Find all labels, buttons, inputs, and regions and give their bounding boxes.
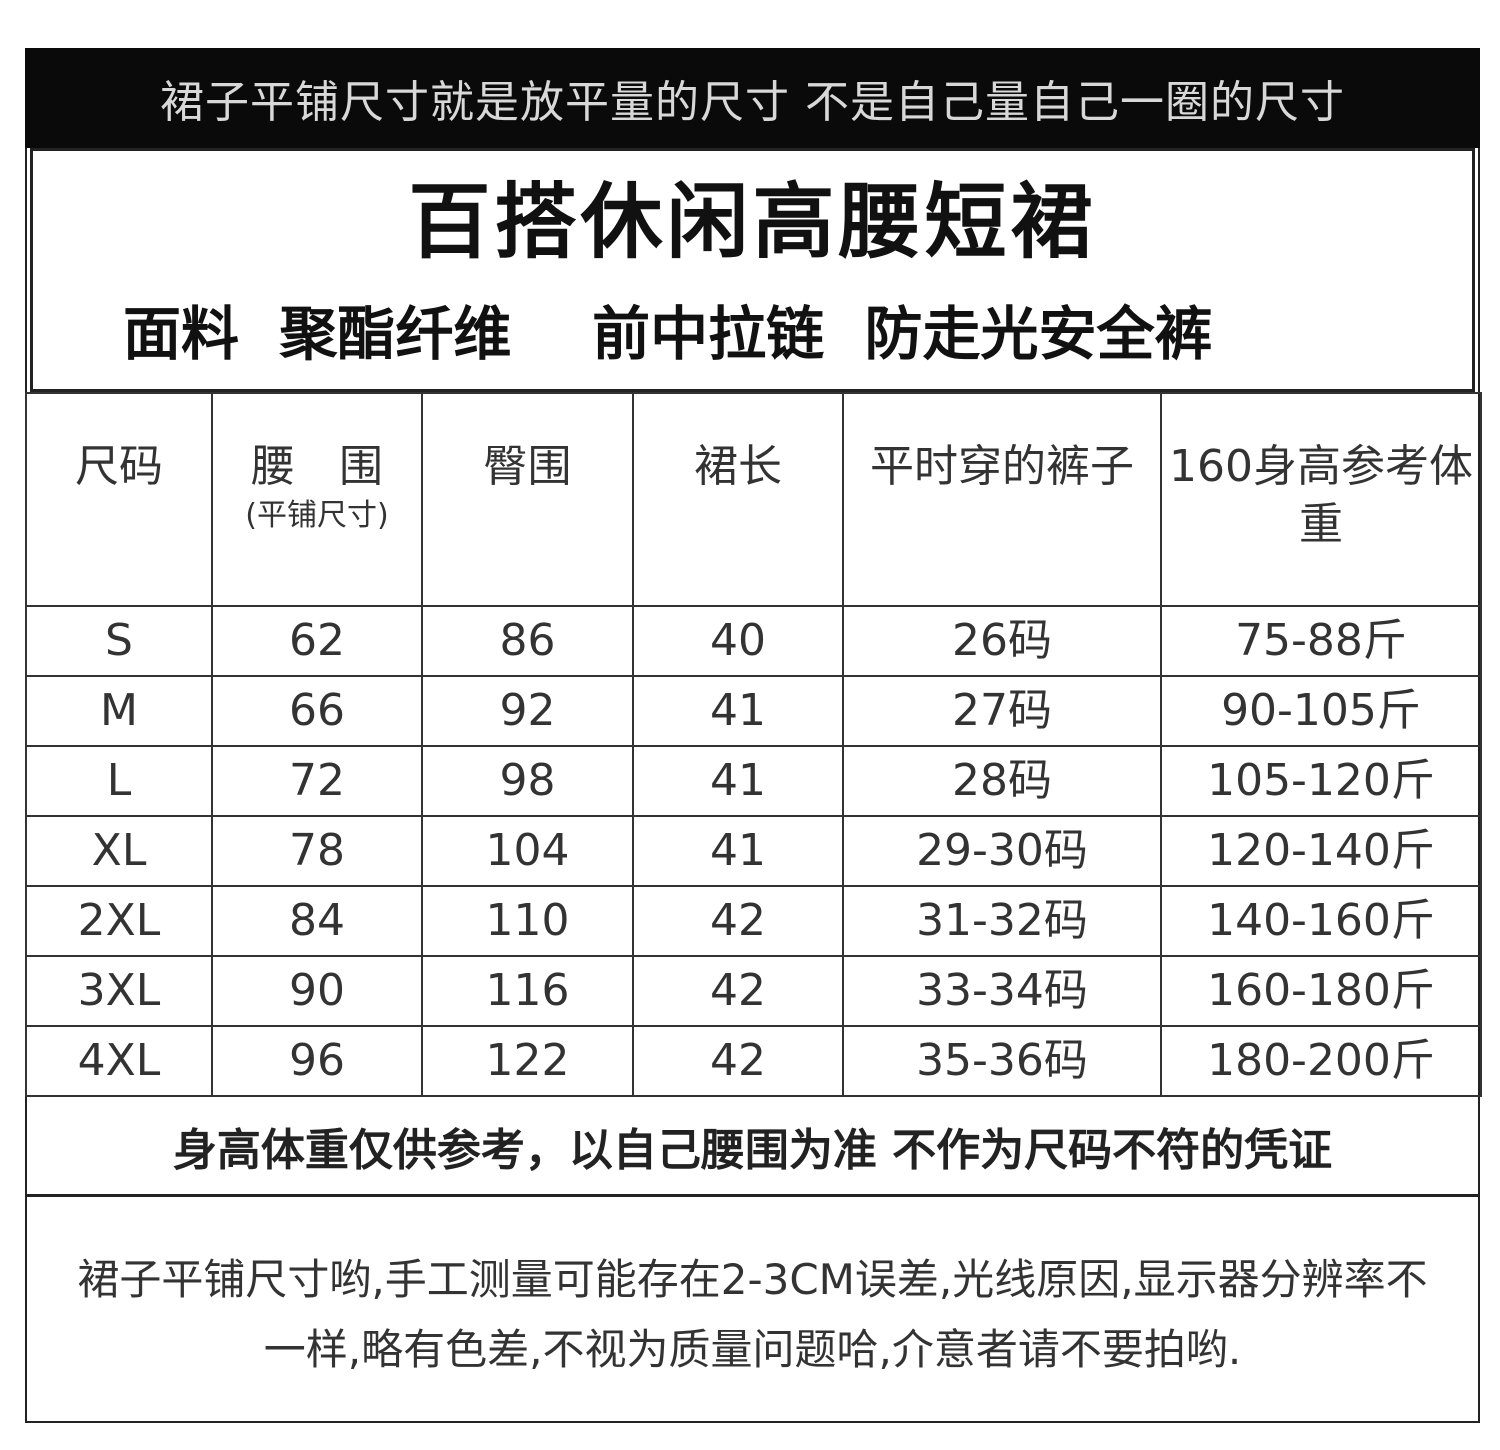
column-header: 腰 围 (平铺尺寸) xyxy=(211,392,423,607)
table-cell: 110 xyxy=(421,885,634,957)
table-cell: XL xyxy=(25,815,213,887)
column-header: 尺码 xyxy=(25,392,213,607)
table-cell: 4XL xyxy=(25,1025,213,1097)
table-cell: M xyxy=(25,675,213,747)
table-cell: 84 xyxy=(211,885,423,957)
table-cell: 122 xyxy=(421,1025,634,1097)
size-table: 尺码 腰 围 (平铺尺寸) 臀围 裙长 平时穿的裤子 160身高参考体重 S 62 86 40 26… xyxy=(25,392,1482,1097)
table-cell: 78 xyxy=(211,815,423,887)
disclaimer-box: 裙子平铺尺寸哟,手工测量可能存在2-3CM误差,光线原因,显示器分辨率不一样,略… xyxy=(25,1197,1480,1423)
table-cell: 29-30码 xyxy=(842,815,1162,887)
column-header-sublabel: (平铺尺寸) xyxy=(245,498,389,533)
product-title: 百搭休闲高腰短裙 xyxy=(408,175,1097,270)
table-cell: 116 xyxy=(421,955,634,1027)
table-cell: 31-32码 xyxy=(842,885,1162,957)
table-cell: 35-36码 xyxy=(842,1025,1162,1097)
column-header-label: 尺码 xyxy=(75,441,163,492)
banner: 裙子平铺尺寸就是放平量的尺寸 不是自己量自己一圈的尺寸 xyxy=(25,48,1480,148)
lower-section: 尺码 腰 围 (平铺尺寸) 臀围 裙长 平时穿的裤子 160身高参考体重 S 62 86 40 26… xyxy=(25,392,1482,1423)
column-header-label: 腰 围 xyxy=(251,441,383,492)
table-cell: 104 xyxy=(421,815,634,887)
table-cell: 27码 xyxy=(842,675,1162,747)
table-cell: 66 xyxy=(211,675,423,747)
table-cell: 3XL xyxy=(25,955,213,1027)
table-cell: 160-180斤 xyxy=(1160,955,1482,1027)
table-header-row: 尺码 腰 围 (平铺尺寸) 臀围 裙长 平时穿的裤子 160身高参考体重 xyxy=(25,392,1482,607)
table-cell: 98 xyxy=(421,745,634,817)
column-header-label: 裙长 xyxy=(694,441,782,492)
column-header-label: 平时穿的裤子 xyxy=(870,441,1134,492)
table-cell: 41 xyxy=(632,675,844,747)
reference-note: 身高体重仅供参考，以自己腰围为准 不作为尺码不符的凭证 xyxy=(25,1097,1480,1197)
table-cell: 26码 xyxy=(842,605,1162,677)
column-header: 160身高参考体重 xyxy=(1160,392,1482,607)
table-cell: 90 xyxy=(211,955,423,1027)
table-cell: L xyxy=(25,745,213,817)
table-cell: 140-160斤 xyxy=(1160,885,1482,957)
table-cell: 33-34码 xyxy=(842,955,1162,1027)
table-row: L 72 98 41 28码 105-120斤 xyxy=(25,745,1482,817)
table-cell: 42 xyxy=(632,955,844,1027)
table-cell: 28码 xyxy=(842,745,1162,817)
column-header: 裙长 xyxy=(632,392,844,607)
table-cell: 180-200斤 xyxy=(1160,1025,1482,1097)
title-box: 百搭休闲高腰短裙 面料 聚酯纤维 前中拉链 防走光安全裤 xyxy=(30,148,1475,392)
table-cell: 120-140斤 xyxy=(1160,815,1482,887)
table-cell: S xyxy=(25,605,213,677)
column-header: 臀围 xyxy=(421,392,634,607)
column-header-label: 臀围 xyxy=(483,441,572,492)
table-cell: 62 xyxy=(211,605,423,677)
table-cell: 72 xyxy=(211,745,423,817)
table-row: M 66 92 41 27码 90-105斤 xyxy=(25,675,1482,747)
table-cell: 92 xyxy=(421,675,634,747)
column-header-label: 160身高参考体重 xyxy=(1169,441,1473,550)
table-cell: 105-120斤 xyxy=(1160,745,1482,817)
table-row: 4XL 96 122 42 35-36码 180-200斤 xyxy=(25,1025,1482,1097)
table-cell: 75-88斤 xyxy=(1160,605,1482,677)
table-cell: 96 xyxy=(211,1025,423,1097)
table-cell: 42 xyxy=(632,1025,844,1097)
product-subtitle: 面料 聚酯纤维 前中拉链 防走光安全裤 xyxy=(123,300,1213,368)
table-cell: 41 xyxy=(632,815,844,887)
table-cell: 41 xyxy=(632,745,844,817)
table-row: 2XL 84 110 42 31-32码 140-160斤 xyxy=(25,885,1482,957)
table-cell: 42 xyxy=(632,885,844,957)
table-cell: 2XL xyxy=(25,885,213,957)
column-header: 平时穿的裤子 xyxy=(842,392,1162,607)
table-cell: 40 xyxy=(632,605,844,677)
table-row: XL 78 104 41 29-30码 120-140斤 xyxy=(25,815,1482,887)
table-cell: 90-105斤 xyxy=(1160,675,1482,747)
table-row: S 62 86 40 26码 75-88斤 xyxy=(25,605,1482,677)
table-row: 3XL 90 116 42 33-34码 160-180斤 xyxy=(25,955,1482,1027)
table-cell: 86 xyxy=(421,605,634,677)
disclaimer: 裙子平铺尺寸哟,手工测量可能存在2-3CM误差,光线原因,显示器分辨率不一样,略… xyxy=(77,1255,1428,1374)
